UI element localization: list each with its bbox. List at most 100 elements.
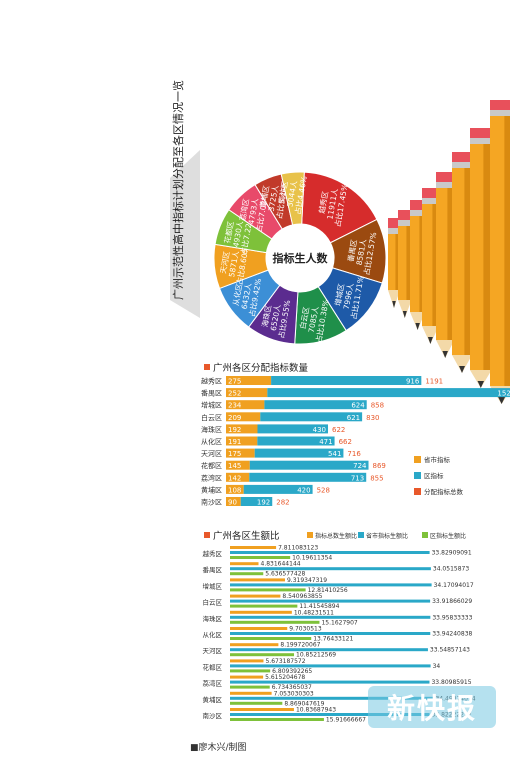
bar1-category: 黄埔区 bbox=[201, 485, 222, 494]
bar2-bar bbox=[230, 551, 430, 554]
bar2-category: 黄埔区 bbox=[203, 695, 223, 704]
bar2-bar bbox=[230, 648, 428, 652]
bar2-bar bbox=[230, 627, 288, 630]
bar2-value-label: 9.319347319 bbox=[287, 577, 327, 584]
bar2-bar bbox=[230, 653, 295, 657]
pie-label-district: 增城区 bbox=[332, 282, 346, 306]
bar2-value-label: 9.7030513 bbox=[289, 626, 322, 633]
bar2-bar bbox=[230, 572, 264, 576]
bar1-category: 越秀区 bbox=[201, 377, 222, 386]
bar1-total-label: 622 bbox=[332, 426, 345, 434]
bar1-legend-swatch bbox=[414, 488, 421, 495]
bar2-bar bbox=[230, 718, 324, 721]
pie-label-district: 番禺区 bbox=[345, 238, 359, 262]
bar2-category: 南沙区 bbox=[203, 711, 223, 720]
pencil-shade bbox=[432, 204, 439, 326]
bar1-total-label: 1191 bbox=[425, 378, 443, 386]
bar2-bar bbox=[230, 604, 298, 608]
pencil-lead bbox=[498, 397, 506, 404]
bar1-city-label: 175 bbox=[228, 450, 241, 458]
bar2-legend-label: 指标总数生额比 bbox=[315, 532, 357, 540]
pie-label-district: 从化区 bbox=[230, 282, 244, 306]
bar1-district-label: 724 bbox=[353, 462, 367, 470]
bar2-bar bbox=[230, 594, 281, 598]
pencil-shade bbox=[464, 168, 472, 355]
bar2-value-label: 6.809392265 bbox=[272, 668, 312, 675]
bar1-city bbox=[226, 484, 244, 494]
bar2-bar bbox=[230, 632, 431, 635]
pencil-lead bbox=[402, 311, 407, 318]
bar1-city-label: 142 bbox=[228, 474, 241, 482]
bar2-category: 从化区 bbox=[203, 630, 223, 639]
bar1-city bbox=[226, 448, 255, 458]
bar2-bar bbox=[230, 583, 432, 587]
bar2-bar bbox=[230, 675, 264, 679]
bar2-bar bbox=[230, 708, 294, 711]
bar2-bar bbox=[230, 696, 434, 700]
pencil-eraser bbox=[452, 152, 472, 162]
bar1-district bbox=[264, 400, 367, 410]
bar1-city bbox=[226, 400, 265, 410]
bar2-value-label: 10.83687943 bbox=[296, 707, 336, 714]
bar2-category: 白云区 bbox=[203, 598, 223, 607]
bar2-value-label: 33.95833333 bbox=[432, 614, 472, 621]
newspaper-logo: 新快报 bbox=[368, 686, 496, 728]
pencil-eraser bbox=[398, 210, 412, 220]
bar1-city bbox=[226, 424, 258, 434]
bar1-total-label: 662 bbox=[339, 438, 352, 446]
bar2-value-label: 7.811083123 bbox=[278, 545, 318, 552]
pencil-lead bbox=[442, 351, 448, 358]
bar1-district bbox=[254, 448, 344, 458]
pencil-lead bbox=[415, 323, 420, 330]
bar1-category: 天河区 bbox=[201, 450, 222, 458]
bar1-category: 番禺区 bbox=[201, 390, 222, 398]
pencil-lead bbox=[427, 337, 433, 344]
bar2-value-label: 15.91666667 bbox=[326, 717, 366, 724]
bar1-district-label: 192 bbox=[257, 499, 270, 507]
bar2-value-label: 10.85212569 bbox=[296, 652, 336, 659]
pencil-eraser bbox=[422, 188, 439, 198]
pencil-ferrule bbox=[410, 210, 426, 216]
bar2-value-label: 13.76433121 bbox=[313, 636, 353, 643]
pencil-lead bbox=[392, 301, 396, 308]
bar1-district bbox=[249, 472, 367, 482]
bar1-city bbox=[226, 497, 241, 506]
pencil-ferrule bbox=[422, 198, 439, 204]
pencil-shade bbox=[406, 226, 412, 300]
bar1-city-label: 209 bbox=[228, 414, 241, 422]
bar1-district bbox=[260, 412, 363, 422]
bar1-district bbox=[249, 460, 369, 470]
bar2-bar bbox=[230, 669, 271, 673]
bar1-city-label: 234 bbox=[228, 402, 242, 410]
bar2-bar bbox=[230, 680, 430, 684]
pie-center-hole bbox=[266, 224, 334, 292]
pencil-tip-wood bbox=[398, 300, 412, 318]
bar1-district bbox=[243, 484, 313, 494]
bar2-category: 荔湾区 bbox=[203, 679, 223, 688]
bar2-bar bbox=[230, 643, 279, 647]
bar1-total-label: 282 bbox=[276, 499, 289, 507]
bar1-category: 白云区 bbox=[201, 413, 222, 422]
bar2-bar bbox=[230, 599, 431, 603]
section2-title: 广州各区生额比 bbox=[213, 530, 280, 542]
bar1-district-label: 621 bbox=[347, 414, 360, 422]
bar2-category: 越秀区 bbox=[203, 549, 223, 558]
pencil-shade bbox=[483, 144, 492, 370]
bar2-value-label: 4.831644144 bbox=[261, 561, 301, 568]
bar1-district-label: 420 bbox=[297, 486, 310, 494]
pencil-tip-wood bbox=[452, 355, 472, 373]
pencil-tip-wood bbox=[410, 312, 426, 330]
bar1-category: 海珠区 bbox=[201, 425, 222, 434]
bar1-legend-label: 区指标 bbox=[424, 471, 444, 480]
bar2-value-label: 33.54857143 bbox=[430, 647, 470, 654]
bar1-category: 荔湾区 bbox=[201, 473, 222, 482]
pie-label-district: 越秀区 bbox=[316, 190, 330, 214]
bar1-total-label: 869 bbox=[373, 462, 386, 470]
bar2-bar bbox=[230, 610, 292, 614]
bar1-legend-swatch bbox=[414, 456, 421, 463]
bar1-total-label: 528 bbox=[317, 486, 330, 494]
pencil-tip-wood bbox=[470, 370, 492, 388]
bar1-district bbox=[267, 388, 510, 398]
bar2-bar bbox=[230, 578, 285, 582]
